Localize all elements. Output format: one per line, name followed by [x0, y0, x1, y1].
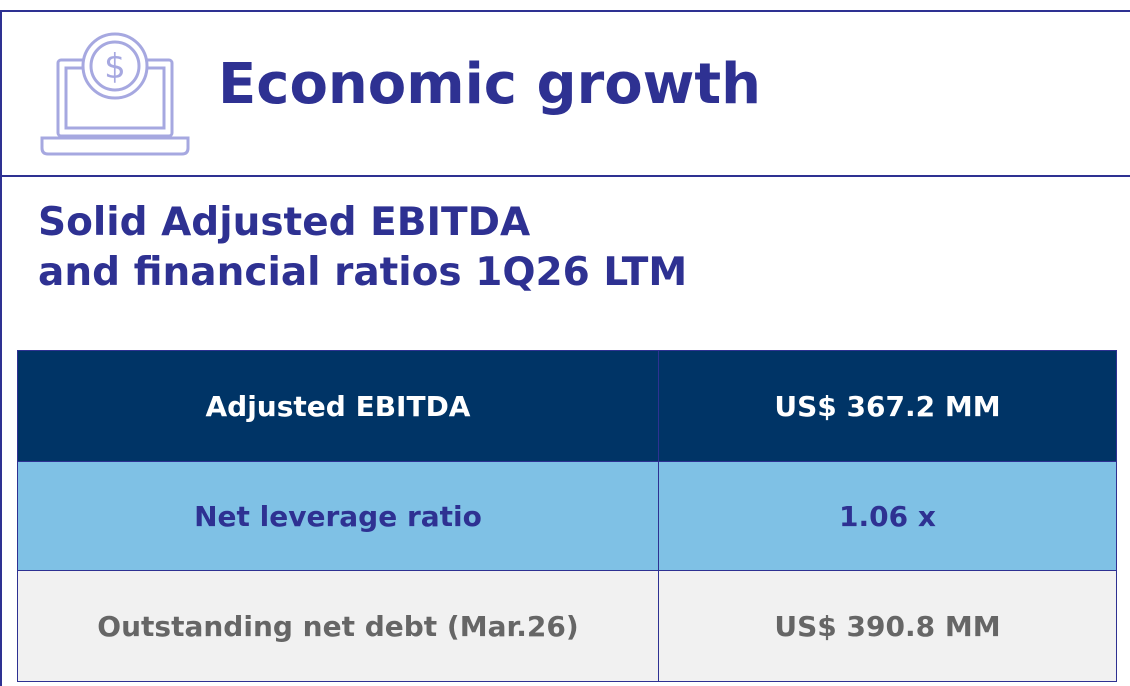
metric-label: Net leverage ratio — [17, 461, 659, 571]
table-row: Adjusted EBITDA US$ 367.2 MM — [17, 350, 1117, 462]
subtitle: Solid Adjusted EBITDA and financial ratio… — [38, 198, 687, 298]
divider — [0, 10, 1130, 12]
metric-value: 1.06 x — [658, 461, 1117, 571]
subtitle-line: and financial ratios 1Q26 LTM — [38, 250, 688, 295]
subtitle-line: Solid Adjusted EBITDA — [38, 200, 531, 245]
title: Economic growth — [218, 52, 762, 117]
ratios-table: Adjusted EBITDA US$ 367.2 MM Net leverage … — [17, 350, 1117, 682]
laptop-dollar-icon: $ — [40, 32, 190, 156]
table-row: Outstanding net debt (Mar.26) US$ 390.8 M… — [17, 570, 1117, 682]
metric-value: US$ 390.8 MM — [658, 570, 1117, 682]
metric-label: Adjusted EBITDA — [17, 350, 659, 462]
table-row: Net leverage ratio 1.06 x — [17, 461, 1117, 571]
svg-text:$: $ — [104, 47, 126, 87]
metric-value: US$ 367.2 MM — [658, 350, 1117, 462]
metric-label: Outstanding net debt (Mar.26) — [17, 570, 659, 682]
divider — [0, 10, 2, 686]
divider — [0, 175, 1130, 177]
